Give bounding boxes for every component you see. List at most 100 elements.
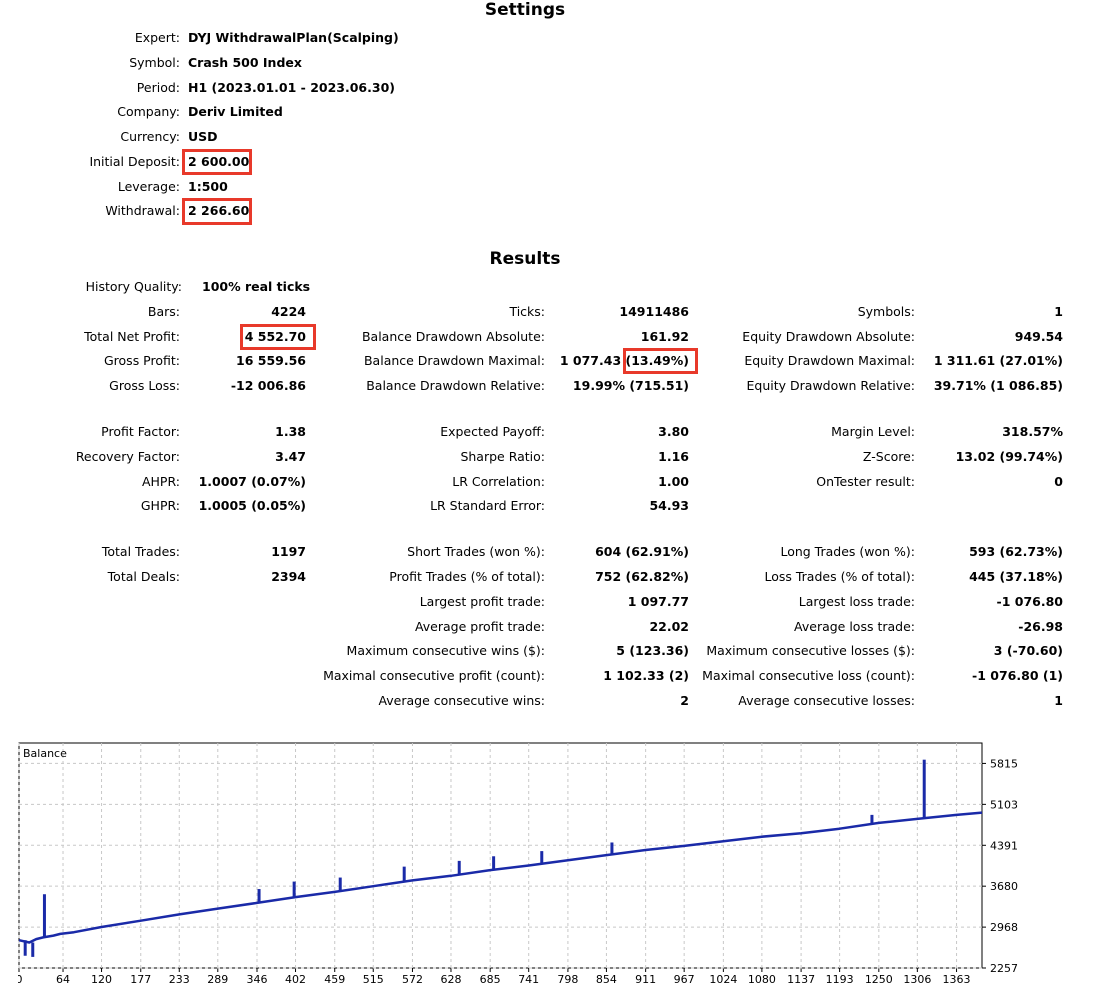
x-tick-label: 798 [557,973,578,986]
col1-6-row: AHPR: 1.0007 (0.07%) [0,472,380,492]
col3-3-row: Equity Drawdown Relative: 39.71% (1 086.8… [700,376,1080,396]
col2-3-label: Balance Drawdown Relative: [366,378,545,393]
col3-9-row: Largest loss trade: -1 076.80 [700,592,1080,612]
col2-5-label: Sharpe Ratio: [460,449,545,464]
y-tick-label: 5815 [990,757,1018,770]
setting-3-row: Company: Deriv Limited [0,102,380,122]
col3-13-label: Average consecutive losses: [738,693,915,708]
setting-6-label: Leverage: [117,179,180,194]
setting-7-label: Withdrawal: [105,203,180,218]
col1-4-value: 1.38 [275,424,306,439]
col3-11-value: 3 (-70.60) [993,643,1063,658]
col2-7-value: 54.93 [649,498,689,513]
col3-11-label: Maximum consecutive losses ($): [706,643,915,658]
setting-2-value: H1 (2023.01.01 - 2023.06.30) [188,80,395,95]
col3-10-label: Average loss trade: [794,619,915,634]
balance-series-line [18,811,983,944]
col1-9-value: 2394 [271,569,306,584]
setting-6-row: Leverage: 1:500 [0,177,380,197]
col3-7-row: Long Trades (won %): 593 (62.73%) [700,542,1080,562]
col3-0-value: 1 [1054,304,1063,319]
col2-11-value: 22.02 [649,619,689,634]
col1-3-label: Gross Loss: [109,378,180,393]
col1-4-label: Profit Factor: [101,424,180,439]
y-tick-label: 3680 [990,880,1018,893]
col3-5-value: 13.02 (99.74%) [955,449,1063,464]
col2-2-label: Balance Drawdown Maximal: [363,353,545,368]
x-tick-label: 685 [480,973,501,986]
x-tick-label: 0 [18,973,23,986]
col2-1-label: Balance Drawdown Absolute: [361,329,545,344]
col3-2-label: Equity Drawdown Maximal: [744,353,915,368]
col2-0-row: Ticks: 14911486 [330,302,710,322]
highlight-withdrawal [182,198,252,225]
col3-1-value: 949.54 [1014,329,1063,344]
col2-5-value: 1.16 [658,449,689,464]
col2-6-label: LR Correlation: [452,474,545,489]
col1-7-row: GHPR: 1.0005 (0.05%) [0,496,380,516]
setting-3-label: Company: [117,104,180,119]
col2-8-row: Short Trades (won %): 604 (62.91%) [330,542,710,562]
col3-12-label: Maximal consecutive loss (count): [702,668,915,683]
setting-0-row: Expert: DYJ WithdrawalPlan(Scalping) [0,28,399,48]
col1-5-row: Recovery Factor: 3.47 [0,447,380,467]
setting-3-value: Deriv Limited [188,104,283,119]
history-quality-value: 100% real ticks [202,279,311,294]
setting-2-row: Period: H1 (2023.01.01 - 2023.06.30) [0,78,395,98]
col2-11-row: Average profit trade: 22.02 [330,617,710,637]
col2-4-label: Expected Payoff: [440,424,545,439]
col2-13-value: 1 102.33 (2) [603,668,689,683]
col2-3-value: 19.99% (715.51) [572,378,689,393]
col2-0-label: Ticks: [509,304,545,319]
col2-11-label: Average profit trade: [414,619,545,634]
col3-5-label: Z-Score: [862,449,915,464]
col2-6-row: LR Correlation: 1.00 [330,472,710,492]
x-tick-label: 177 [130,973,151,986]
col1-5-label: Recovery Factor: [75,449,180,464]
x-tick-label: 741 [518,973,539,986]
setting-5-row: Initial Deposit: 2 600.00 [0,152,380,172]
col2-7-label: LR Standard Error: [430,498,545,513]
x-tick-label: 515 [363,973,384,986]
setting-0-label: Expert: [134,30,180,45]
setting-6-value: 1:500 [188,179,228,194]
col1-8-row: Total Trades: 1197 [0,542,380,562]
col2-13-label: Maximal consecutive profit (count): [323,668,545,683]
col1-8-label: Total Trades: [101,544,180,559]
highlight-total-net-profit [240,324,316,350]
x-tick-label: 1250 [865,973,893,986]
col3-4-row: Margin Level: 318.57% [700,422,1080,442]
setting-1-value: Crash 500 Index [188,55,302,70]
col1-9-row: Total Deals: 2394 [0,567,380,587]
col1-2-value: 16 559.56 [236,353,306,368]
setting-4-value: USD [188,129,218,144]
setting-1-row: Symbol: Crash 500 Index [0,53,380,73]
y-tick-label: 5103 [990,798,1018,811]
col3-9-value: -1 076.80 [996,594,1063,609]
col3-3-value: 39.71% (1 086.85) [933,378,1063,393]
col3-10-value: -26.98 [1018,619,1063,634]
col3-7-value: 593 (62.73%) [969,544,1063,559]
x-tick-label: 1306 [903,973,931,986]
history-quality-label: History Quality: [85,279,182,294]
balance-chart-svg: 0 64 120 177 233 289 346 402 459 515 572 628 685 741 7… [18,742,1018,986]
col1-0-label: Bars: [147,304,180,319]
setting-7-row: Withdrawal: 2 266.60 [0,201,380,221]
setting-5-value: 2 600.00 [188,154,250,169]
col3-13-row: Average consecutive losses: 1 [700,691,1080,711]
chart-frame [18,742,983,969]
col3-8-value: 445 (37.18%) [969,569,1063,584]
col3-6-row: OnTester result: 0 [700,472,1080,492]
col3-13-value: 1 [1054,693,1063,708]
col1-0-value: 4224 [271,304,306,319]
setting-2-label: Period: [136,80,180,95]
col3-9-label: Largest loss trade: [798,594,915,609]
col2-6-value: 1.00 [658,474,689,489]
col1-7-value: 1.0005 (0.05%) [198,498,306,513]
x-tick-label: 572 [402,973,423,986]
highlight-initial-deposit [182,149,252,175]
col1-0-row: Bars: 4224 [0,302,380,322]
col2-14-row: Average consecutive wins: 2 [330,691,710,711]
x-tick-label: 911 [635,973,656,986]
x-tick-label: 233 [169,973,190,986]
